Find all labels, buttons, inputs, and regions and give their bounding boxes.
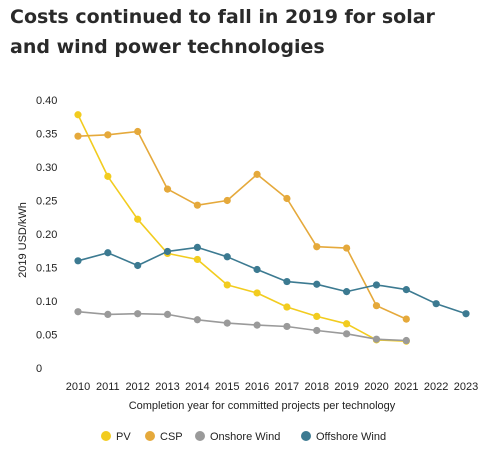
legend-item-csp: CSP <box>145 431 183 443</box>
x-axis-label: Completion year for committed projects p… <box>129 400 396 412</box>
x-tick-label: 2023 <box>454 381 478 393</box>
data-point-offshore-wind <box>432 300 440 308</box>
data-point-csp <box>104 131 112 139</box>
data-point-onshore-wind <box>104 310 112 318</box>
x-tick-label: 2018 <box>305 381 329 393</box>
data-point-csp <box>313 243 321 251</box>
x-tick-label: 2021 <box>394 381 418 393</box>
data-point-offshore-wind <box>74 257 82 265</box>
x-tick-label: 2016 <box>245 381 269 393</box>
data-point-pv <box>74 111 82 119</box>
x-tick-label: 2015 <box>215 381 239 393</box>
data-point-onshore-wind <box>193 316 201 324</box>
legend-label-csp: CSP <box>160 431 183 443</box>
x-tick-label: 2019 <box>334 381 358 393</box>
data-point-pv <box>223 281 231 289</box>
legend-item-offshore-wind: Offshore Wind <box>301 431 386 443</box>
data-point-pv <box>104 172 112 180</box>
x-tick-label: 2010 <box>66 381 90 393</box>
y-tick-label: 0.20 <box>36 229 57 241</box>
data-point-offshore-wind <box>223 253 231 261</box>
data-point-onshore-wind <box>163 310 172 318</box>
data-point-onshore-wind <box>134 310 142 318</box>
y-axis-label: 2019 USD/kWh <box>17 202 29 278</box>
x-tick-label: 2013 <box>155 381 179 393</box>
legend-label-onshore-wind: Onshore Wind <box>210 431 280 443</box>
legend-item-onshore-wind: Onshore Wind <box>195 431 280 443</box>
data-point-onshore-wind <box>372 335 381 343</box>
data-point-pv <box>134 215 142 223</box>
data-point-offshore-wind <box>193 243 201 251</box>
series-csp <box>74 127 410 323</box>
data-point-offshore-wind <box>462 310 470 318</box>
y-tick-label: 0.30 <box>36 162 57 174</box>
data-point-pv <box>283 303 291 311</box>
series-layer <box>74 111 470 345</box>
data-point-onshore-wind <box>283 322 291 331</box>
data-point-onshore-wind <box>253 321 261 329</box>
series-offshore-wind <box>74 243 470 318</box>
data-point-csp <box>163 185 172 193</box>
data-point-csp <box>223 196 231 205</box>
data-point-csp <box>372 302 381 310</box>
legend-label-pv: PV <box>116 431 131 443</box>
series-onshore-wind <box>74 308 410 345</box>
data-point-offshore-wind <box>313 280 321 288</box>
legend-marker-offshore-wind <box>301 431 311 441</box>
data-point-pv <box>193 255 201 264</box>
x-tick-label: 2020 <box>364 381 388 393</box>
x-tick-label: 2011 <box>96 381 120 393</box>
x-tick-label: 2017 <box>275 381 299 393</box>
x-axis-ticks: 2010 2011 2012 2013 2014 2015 2016 2017 2018 2019… <box>66 381 478 393</box>
legend-item-pv: PV <box>101 431 131 443</box>
series-line-csp <box>77 130 407 320</box>
data-point-onshore-wind <box>343 330 351 338</box>
data-point-csp <box>402 315 410 323</box>
legend-marker-onshore-wind <box>195 431 205 441</box>
series-line-pv <box>77 114 407 342</box>
legend-marker-pv <box>101 431 111 441</box>
data-point-csp <box>193 201 201 209</box>
data-point-pv <box>313 312 321 321</box>
data-point-onshore-wind <box>74 308 82 316</box>
data-point-csp <box>343 244 351 252</box>
series-pv <box>74 111 410 345</box>
data-point-csp <box>253 170 261 178</box>
data-point-offshore-wind <box>372 281 381 289</box>
data-point-offshore-wind <box>283 277 291 286</box>
y-tick-label: 0.35 <box>36 129 57 141</box>
x-tick-label: 2022 <box>424 381 448 393</box>
data-point-pv <box>253 289 261 297</box>
data-point-offshore-wind <box>163 247 172 256</box>
legend: PV CSP Onshore Wind Offshore Wind <box>101 431 386 443</box>
data-point-pv <box>343 320 351 328</box>
legend-label-offshore-wind: Offshore Wind <box>316 431 386 443</box>
y-tick-label: 0.40 <box>36 95 57 107</box>
data-point-offshore-wind <box>402 286 410 294</box>
data-point-offshore-wind <box>134 261 142 270</box>
data-point-offshore-wind <box>253 265 261 274</box>
data-point-onshore-wind <box>313 326 321 335</box>
x-tick-label: 2014 <box>185 381 209 393</box>
y-tick-label: 0.25 <box>36 196 57 208</box>
data-point-offshore-wind <box>343 288 351 296</box>
y-tick-label: 0.15 <box>36 263 57 275</box>
data-point-csp <box>283 194 291 203</box>
y-tick-label: 0.05 <box>36 330 57 342</box>
y-axis-ticks: 0 0.05 0.10 0.15 0.20 0.25 0.30 0.35 0.40 <box>36 95 57 375</box>
legend-marker-csp <box>145 431 155 441</box>
series-line-offshore-wind <box>77 246 467 315</box>
y-tick-label: 0.10 <box>36 296 57 308</box>
x-tick-label: 2012 <box>125 381 149 393</box>
chart-title: Costs continued to fall in 2019 for sola… <box>10 6 435 58</box>
data-point-csp <box>134 127 142 136</box>
data-point-onshore-wind <box>223 319 231 327</box>
y-tick-label: 0 <box>36 363 42 375</box>
data-point-csp <box>74 132 82 140</box>
data-point-offshore-wind <box>104 249 112 257</box>
series-line-onshore-wind <box>77 310 407 342</box>
data-point-onshore-wind <box>402 336 410 345</box>
